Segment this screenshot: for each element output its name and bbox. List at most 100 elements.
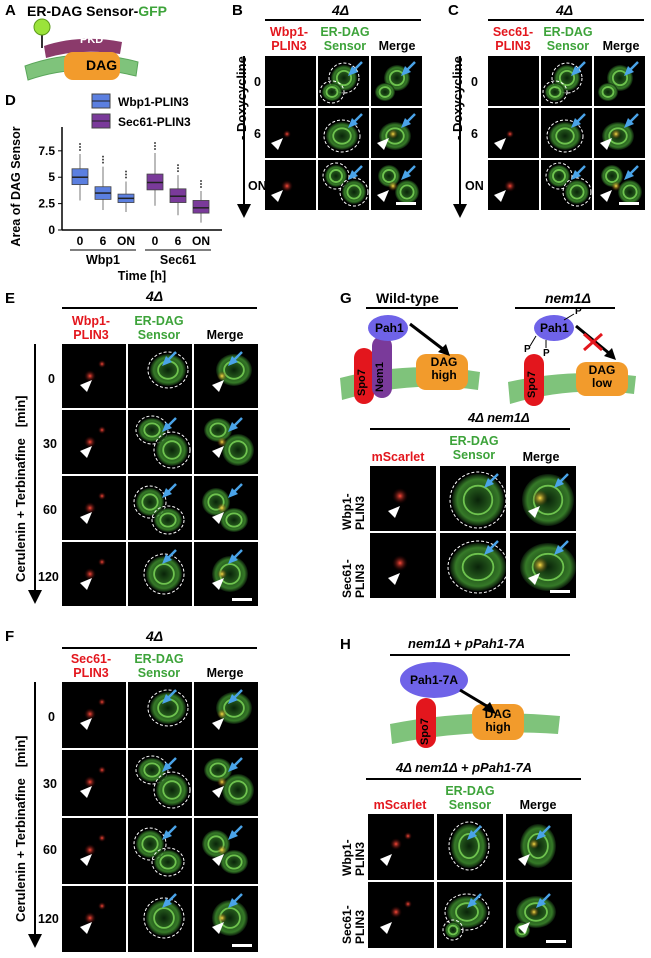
outlier-point (154, 147, 156, 150)
panel-b-row-on: ON (248, 179, 267, 193)
panel-b-row-6: 6 (254, 127, 261, 141)
panel-f-axis-arrowhead (28, 934, 42, 948)
micrograph-canvas (488, 56, 539, 106)
micrograph-merge (194, 886, 258, 952)
panel-g-p1: P (524, 344, 531, 355)
y-tick-label: 2.5 (38, 197, 55, 211)
panel-c-col1-l1: Sec61- (492, 25, 534, 39)
panel-letter-c: C (448, 2, 459, 19)
panel-b-col1-l1: Wbp1- (269, 25, 309, 39)
panel-g-sub-header: 4Δ nem1Δ (468, 410, 530, 425)
panel-b-axis-line (243, 56, 245, 206)
micrograph-canvas (271, 130, 291, 150)
panel-h-spo7-label: Spo7 (419, 718, 431, 745)
panel-h-schematic (390, 662, 560, 748)
group-label-1: Wbp1 (86, 253, 120, 267)
micrograph-merge (194, 542, 258, 606)
outlier-point (200, 182, 202, 185)
micrograph-canvas (271, 180, 293, 202)
micrograph-red (368, 882, 434, 948)
micrograph-canvas (80, 698, 106, 730)
panel-e-col2: ER-DAG Sensor (126, 314, 192, 342)
micrograph-canvas (212, 351, 252, 392)
micrograph-canvas (494, 130, 514, 150)
panel-g-row1-l2: PLIN3 (353, 495, 367, 530)
box (192, 200, 210, 214)
micrograph-canvas (520, 540, 576, 593)
panel-f-row-30: 30 (43, 777, 57, 791)
panel-f-col1: Sec61- PLIN3 (58, 652, 124, 680)
micrograph-red (62, 886, 126, 952)
panel-g-p2: P (543, 348, 550, 359)
panel-e-axis-unit: [min] (13, 395, 28, 428)
panel-b-header: 4Δ (332, 2, 350, 18)
panel-e-row-0: 0 (48, 372, 55, 386)
panel-e-axis: Cerulenin + Terbinafine [min] (13, 396, 28, 583)
panel-g-col2-l2: Sensor (452, 448, 496, 462)
panel-h-col1: mScarlet (373, 798, 427, 812)
micrograph-canvas (380, 832, 412, 866)
micrograph-canvas (147, 351, 189, 389)
micrograph-canvas (442, 893, 490, 941)
micrograph-green (128, 750, 192, 816)
panel-e-row-60: 60 (43, 503, 57, 517)
panel-h-sub-line (366, 778, 581, 780)
micrograph-green (318, 56, 369, 106)
micrograph-canvas (80, 360, 106, 392)
panel-b-col3: Merge (378, 39, 416, 53)
micrograph-green (541, 160, 592, 210)
wt-pah1-oval (368, 315, 408, 341)
panel-g-dag-low-l2: low (592, 376, 612, 390)
panel-h-dag-high: DAG high (472, 708, 524, 734)
panel-g-wt-spo7-label: Spo7 (356, 369, 368, 396)
panel-a-title-gfp: GFP (138, 3, 168, 19)
micrograph-canvas (377, 165, 419, 205)
panel-e-header-line (62, 307, 257, 309)
micrograph-canvas (80, 902, 106, 934)
x-tick-label: 0 (152, 234, 159, 248)
micrograph-merge (594, 108, 645, 158)
panel-h-col2: ER-DAG Sensor (436, 784, 504, 812)
legend-label: Wbp1-PLIN3 (118, 95, 189, 109)
micrograph-canvas (80, 426, 106, 458)
micrograph-canvas (600, 113, 639, 150)
panel-g-row2: Sec61- PLIN3 (340, 559, 367, 598)
panel-c-col1-l2: PLIN3 (495, 39, 531, 53)
outlier-point (125, 173, 127, 176)
panel-c-header: 4Δ (556, 2, 574, 18)
panel-f-axis-unit: [min] (13, 735, 28, 768)
micrograph-green (437, 882, 503, 948)
micrograph-green (128, 542, 192, 606)
micrograph-green (128, 476, 192, 540)
micrograph-canvas (319, 61, 363, 104)
micrograph-red (62, 682, 126, 748)
micrograph-canvas (375, 61, 416, 101)
micrograph-green (541, 56, 592, 106)
y-axis-label: Area of DAG Sensor (9, 126, 23, 246)
panel-e-col3: Merge (206, 328, 244, 342)
micrograph-red (370, 533, 436, 598)
micrograph-canvas (135, 755, 191, 809)
panel-c-axis: - Doxycycline (450, 56, 465, 140)
micrograph-canvas (388, 555, 408, 585)
micrograph-red (488, 160, 539, 210)
panel-f-col2: ER-DAG Sensor (126, 652, 192, 680)
micrograph-merge (371, 56, 422, 106)
micrograph-canvas (212, 689, 252, 730)
dag-label: DAG (86, 57, 118, 73)
micrograph-canvas (80, 766, 106, 798)
outlier-point (177, 167, 179, 170)
panel-f-row-60: 60 (43, 843, 57, 857)
panel-h-col2-l2: Sensor (448, 798, 492, 812)
micrograph-red (265, 56, 316, 106)
panel-g-mut-title: nem1Δ (545, 290, 591, 306)
micrograph-merge (594, 56, 645, 106)
panel-letter-b: B (232, 2, 243, 19)
x-tick-label: ON (117, 234, 135, 248)
micrograph-green (128, 682, 192, 748)
outlier-point (102, 155, 104, 158)
panel-e-col2-l1: ER-DAG (134, 314, 184, 328)
micrograph-canvas (448, 821, 490, 871)
panel-g-sub-line (370, 428, 570, 430)
panel-h-dag-high-l1: DAG (484, 707, 512, 721)
